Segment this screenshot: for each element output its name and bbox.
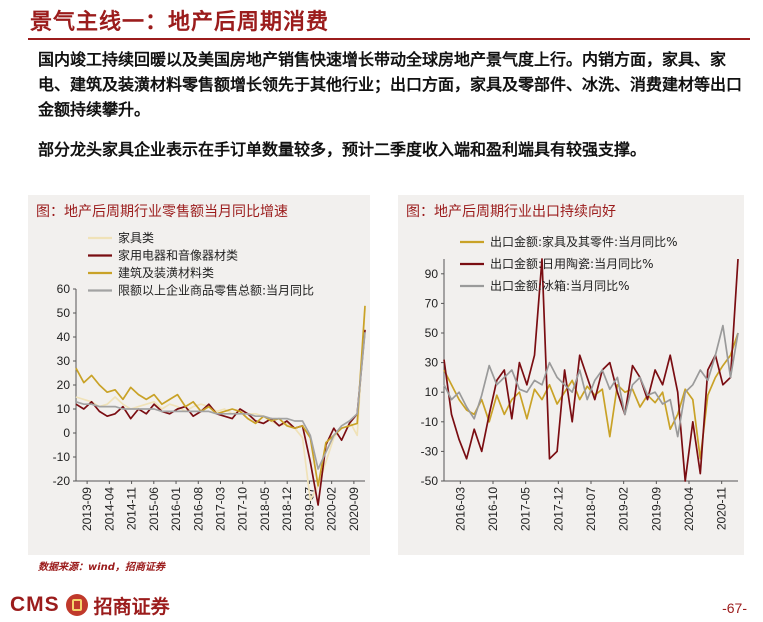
- x-tick-label: 2019-02: [617, 487, 631, 531]
- x-tick-label: 2017-12: [551, 487, 565, 531]
- series-line-4: [75, 332, 366, 470]
- legend-label-2: 家用电器和音像器材类: [118, 248, 238, 263]
- chart-title-retail: 图：地产后周期行业零售额当月同比增速: [36, 204, 288, 220]
- y-tick-label: 20: [57, 378, 71, 392]
- x-tick-label: 2014-11: [125, 487, 139, 530]
- data-source: 数据来源：wind，招商证券: [38, 562, 165, 573]
- logo-cn-text: 招商证券: [93, 595, 170, 618]
- x-tick-label: 2019-09: [649, 487, 663, 531]
- y-tick-label: 50: [57, 306, 71, 320]
- x-tick-label: 2020-11: [715, 487, 729, 530]
- x-tick-label: 2019-07: [302, 487, 316, 531]
- y-tick-label: -30: [421, 444, 439, 458]
- x-tick-label: 2020-09: [347, 487, 361, 531]
- x-tick-label: 2017-03: [214, 487, 228, 531]
- y-tick-label: 50: [425, 326, 439, 340]
- legend-label-3: 出口金额:冰箱:当月同比%: [490, 278, 630, 293]
- retail-chart: 60 50 40 30 20 10 0 -10 -20 2013-09 2014-04 2014-11…: [53, 230, 366, 531]
- x-tick-label: 2018-12: [280, 487, 294, 531]
- y-tick-label: 40: [57, 330, 71, 344]
- y-tick-label: 90: [425, 267, 439, 281]
- paragraph-1: 国内竣工持续回暖以及美国房地产销售快速增长带动全球房地产景气度上行。内销方面，家…: [38, 50, 743, 119]
- x-tick-label: 2014-04: [102, 487, 116, 531]
- y-tick-label: 60: [57, 282, 71, 296]
- x-tick-label: 2013-09: [80, 487, 94, 531]
- legend-label-3: 建筑及装潢材料类: [118, 265, 214, 280]
- y-tick-label: 10: [425, 385, 439, 399]
- x-tick-label: 2016-03: [453, 487, 467, 531]
- y-tick-label: -10: [53, 450, 71, 464]
- y-tick-label: 70: [425, 296, 439, 310]
- y-tick-label: 10: [57, 402, 71, 416]
- x-tick-label: 2016-10: [486, 487, 500, 531]
- x-tick-label: 2015-06: [147, 487, 161, 531]
- series-line-3: [443, 324, 739, 438]
- x-tick-label: 2018-07: [584, 487, 598, 531]
- title-underline: [28, 38, 750, 40]
- page-number: -67-: [722, 600, 747, 616]
- chart-panel-retail: 图：地产后周期行业零售额当月同比增速 60 50 40 30 20 10 0 -10 -20 20…: [28, 195, 370, 555]
- x-tick-label: 2018-05: [258, 487, 272, 531]
- legend-label-1: 出口金额:家具及其零件:当月同比%: [490, 234, 678, 249]
- y-tick-label: 30: [57, 354, 71, 368]
- series-line-1: [75, 308, 366, 502]
- chart-panel-export: 图：地产后周期行业出口持续向好 90 70 50 30 10 -10 -30 -50 2016-…: [398, 195, 744, 555]
- paragraph-2: 部分龙头家具企业表示在手订单数量较多，预计二季度收入端和盈利端具有较强支撑。: [38, 140, 647, 159]
- x-tick-label: 2017-05: [519, 487, 533, 531]
- chart-title-export: 图：地产后周期行业出口持续向好: [406, 204, 616, 220]
- x-tick-label: 2020-02: [325, 487, 339, 531]
- y-tick-label: -10: [421, 415, 439, 429]
- x-tick-label: 2016-01: [169, 487, 183, 531]
- export-chart: 90 70 50 30 10 -10 -30 -50 2016-03 2016-10 2017-05…: [421, 234, 739, 531]
- page-title: 景气主线一：地产后周期消费: [30, 9, 330, 35]
- company-logo: CMS 招商证券: [10, 592, 170, 618]
- legend-label-4: 限额以上企业商品零售总额:当月同比: [118, 283, 314, 298]
- series-line-2: [75, 329, 366, 506]
- y-tick-label: -20: [53, 474, 71, 488]
- y-tick-label: 30: [425, 356, 439, 370]
- x-tick-label: 2020-04: [682, 487, 696, 531]
- x-tick-label: 2017-10: [236, 487, 250, 531]
- logo-mark-icon: [65, 594, 88, 616]
- legend-label-2: 出口金额:日用陶瓷:当月同比%: [490, 256, 654, 271]
- legend-label-1: 家具类: [118, 230, 154, 245]
- x-tick-label: 2016-08: [191, 487, 205, 531]
- y-tick-label: -50: [421, 474, 439, 488]
- y-tick-label: 0: [63, 426, 70, 440]
- series-line-1: [443, 332, 739, 460]
- logo-text: CMS: [10, 593, 60, 616]
- series-line-3: [75, 305, 366, 487]
